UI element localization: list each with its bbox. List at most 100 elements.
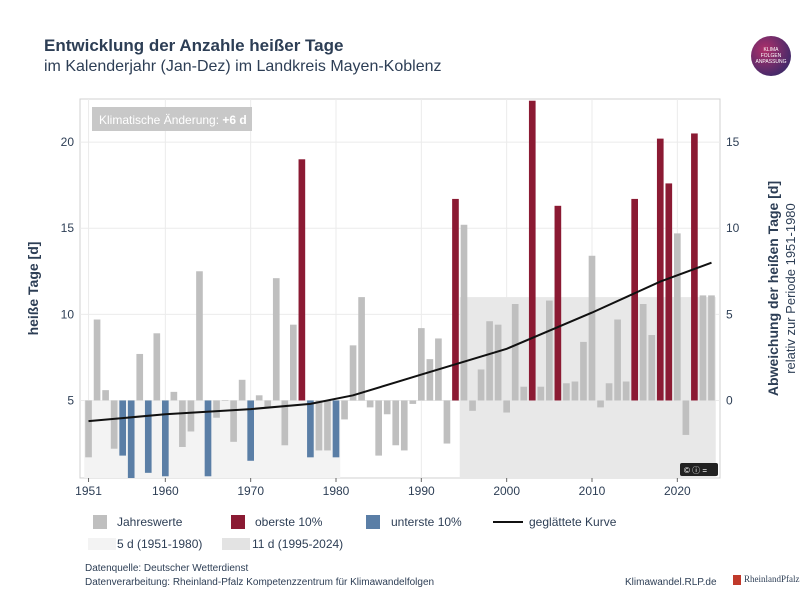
x-tick-label: 2000: [493, 484, 520, 498]
y-axis-title-left: heiße Tage [d]: [25, 242, 41, 336]
data-source: Datenquelle: Deutscher Wetterdienst: [85, 563, 249, 574]
bar-1952: [93, 319, 101, 401]
bar-1991: [426, 359, 434, 401]
bar-2012: [605, 383, 613, 401]
bar-1999: [494, 324, 502, 401]
legend-label-oberste: oberste 10%: [255, 515, 323, 529]
bar-2020: [674, 233, 681, 401]
bar-2000: [503, 400, 510, 413]
bar-1982: [349, 345, 357, 401]
bar-2024: [708, 295, 715, 401]
bar-1976: [298, 159, 306, 401]
chart-title: Entwicklung der Anzahle heißer Tage: [44, 36, 344, 55]
bar-1971: [255, 395, 263, 401]
bar-1979: [324, 400, 331, 451]
reference-period-band: [459, 297, 716, 478]
bar-1994: [452, 198, 459, 401]
bar-1981: [341, 400, 348, 420]
x-tick-label: 1970: [237, 484, 264, 498]
bar-1959: [153, 333, 161, 401]
bar-2005: [546, 300, 553, 401]
logo-line-2: FOLGEN: [760, 53, 782, 59]
legend-swatch-period-1: [88, 538, 116, 550]
rlp-brand-text: RheinlandPfalz: [744, 574, 800, 584]
bar-1983: [358, 297, 365, 401]
x-tick-label: 1951: [75, 484, 102, 498]
y-axis-title-right: Abweichung der heißen Tage [d]: [765, 181, 781, 396]
legend-label-unterste: unterste 10%: [391, 515, 462, 529]
bar-1977: [307, 400, 314, 458]
website-link[interactable]: Klimawandel.RLP.de: [625, 577, 717, 588]
y-axis-subtitle-right: relativ zur Periode 1951-1980: [783, 203, 798, 374]
bar-1963: [187, 400, 195, 432]
bar-1988: [400, 400, 408, 451]
logo-line-1: KLIMA: [763, 47, 779, 53]
bar-1962: [179, 400, 186, 447]
bar-2017: [648, 335, 656, 401]
bar-2002: [520, 386, 528, 401]
bar-1984: [366, 400, 374, 408]
bar-2004: [537, 386, 545, 401]
smoothed-curve: [88, 261, 712, 423]
x-tick-label: 1980: [323, 484, 350, 498]
bar-1996: [469, 400, 476, 411]
bar-1968: [230, 400, 237, 442]
legend-label-period-1: 5 d (1951-1980): [117, 537, 203, 551]
x-tick-label: 1990: [408, 484, 435, 498]
y-tick-label-left: 10: [61, 307, 75, 321]
x-tick-label: 1960: [152, 484, 179, 498]
bar-1995: [460, 224, 468, 401]
bar-1972: [264, 400, 272, 408]
bar-1978: [315, 400, 323, 451]
rlp-crest-icon: [733, 574, 741, 585]
bar-1951: [85, 400, 92, 458]
bar-1998: [486, 321, 493, 401]
bar-2022: [691, 133, 698, 401]
annotation-text: Klimatische Änderung: +6 d: [99, 113, 247, 127]
bar-2014: [622, 381, 630, 401]
bar-2007: [563, 383, 570, 401]
bar-2015: [631, 198, 638, 401]
bar-2021: [682, 400, 690, 435]
bar-1997: [477, 369, 485, 401]
bar-1958: [144, 400, 152, 473]
bar-1956: [127, 400, 135, 478]
bar-1973: [272, 278, 280, 401]
logo-line-3: ANPASSUNG: [755, 59, 787, 65]
data-processing: Datenverarbeitung: Rheinland-Pfalz Kompe…: [85, 577, 435, 588]
bar-1986: [383, 400, 391, 415]
legend-swatch-unterste: [366, 515, 380, 529]
cc-license-icon: [680, 463, 718, 476]
bar-2013: [614, 319, 621, 401]
bar-1954: [110, 400, 118, 449]
bar-1967: [221, 400, 229, 401]
legend-swatch-oberste: [231, 515, 245, 529]
y-tick-label-left: 20: [61, 135, 75, 149]
bar-1990: [418, 328, 425, 401]
y-tick-label-right: 10: [726, 221, 740, 235]
bar-2019: [665, 183, 673, 401]
legend-swatch-period-2: [222, 538, 250, 550]
bar-2006: [554, 205, 562, 401]
bar-1993: [443, 400, 451, 444]
bar-2008: [571, 381, 579, 401]
x-tick-label: 2010: [579, 484, 606, 498]
cc-license-text: © ⓘ =: [684, 466, 707, 475]
y-tick-label-right: 15: [726, 135, 740, 149]
legend-line-smooth: [493, 521, 523, 523]
bar-1966: [213, 400, 220, 418]
bar-1985: [375, 400, 382, 456]
y-tick-label-left: 5: [67, 393, 74, 407]
klimafolgen-logo: KLIMA FOLGEN ANPASSUNG: [751, 36, 791, 76]
bar-1961: [170, 391, 178, 401]
bar-1989: [409, 400, 417, 404]
bar-2018: [656, 138, 664, 401]
rlp-logo: RheinlandPfalz: [733, 574, 800, 585]
x-tick-label: 2020: [664, 484, 691, 498]
bar-2011: [597, 400, 604, 408]
bar-2003: [528, 100, 536, 401]
bar-2009: [580, 341, 587, 401]
bar-2010: [588, 255, 596, 401]
y-tick-label-left: 15: [61, 221, 75, 235]
